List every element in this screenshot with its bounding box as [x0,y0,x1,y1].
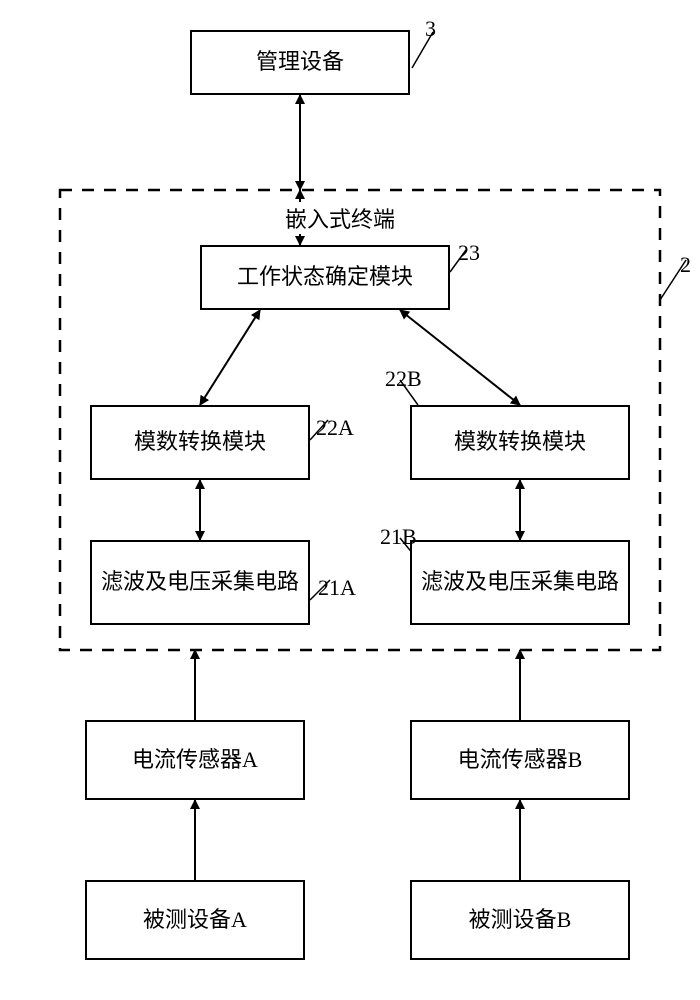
node-adcB-label: 模数转换模块 [454,429,586,455]
node-filtB-label: 滤波及电压采集电路 [421,569,619,595]
ref-label-lab23: 23 [458,240,480,266]
edges-svg [0,0,700,1000]
node-dutB: 被测设备B [410,880,630,960]
diagram-canvas: 管理设备工作状态确定模块模数转换模块 模数转换模块滤波及电压采集电路 滤波及电压采集… [0,0,700,1000]
node-status: 工作状态确定模块 [200,245,450,310]
node-adcA-label: 模数转换模块 [134,429,266,455]
node-dutB-label: 被测设备B [469,907,572,933]
node-mgmt: 管理设备 [190,30,410,95]
embedded-terminal-label: 嵌入式终端 [285,202,395,234]
node-status-label: 工作状态确定模块 [237,264,413,290]
edge-2 [200,310,260,405]
node-dutA-label: 被测设备A [143,907,247,933]
ref-label-lab21A: 21A [318,575,356,601]
node-sensB-label: 电流传感器B [458,747,583,773]
ref-label-lab3: 3 [425,16,436,42]
node-adcA: 模数转换模块 [90,405,310,480]
node-filtA: 滤波及电压采集电路 [90,540,310,625]
node-filtA-label: 滤波及电压采集电路 [101,569,299,595]
ref-label-lab22A: 22A [316,415,354,441]
node-filtB: 滤波及电压采集电路 [410,540,630,625]
node-sensA-label: 电流传感器A [132,747,258,773]
node-adcB: 模数转换模块 [410,405,630,480]
node-sensA: 电流传感器A [85,720,305,800]
ref-label-lab21B: 21B [380,524,417,550]
node-mgmt-label: 管理设备 [256,49,344,75]
node-dutA: 被测设备A [85,880,305,960]
node-sensB: 电流传感器B [410,720,630,800]
ref-label-lab2: 2 [680,252,691,278]
ref-label-lab22B: 22B [385,366,422,392]
